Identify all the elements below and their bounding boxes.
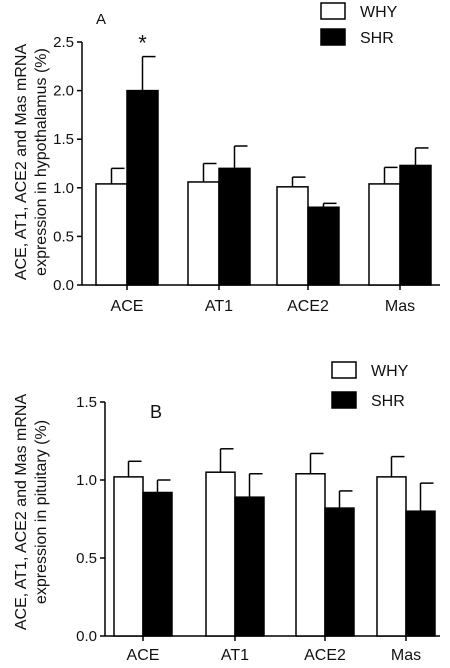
y-tick-label-b-1: 0.5	[76, 550, 97, 567]
legend-label-b-why: WHY	[371, 363, 409, 380]
bar-b-shr-3	[405, 510, 436, 637]
y-axis-label-b-line1: ACE, AT1, ACE2 and Mas mRNA	[13, 394, 30, 631]
bar-b-shr-1	[234, 496, 265, 637]
y-tick-label-a-4: 2.0	[53, 83, 74, 100]
y-tick-label-a-3: 1.5	[53, 131, 74, 148]
bar-b-why-1	[205, 471, 236, 637]
legend-swatch-b-why	[331, 361, 357, 379]
panel-label-a: A	[96, 11, 106, 28]
y-axis-label-a-line1: ACE, AT1, ACE2 and Mas mRNA	[13, 44, 30, 281]
bar-b-why-3	[376, 476, 407, 637]
y-tick-label-a-2: 1.0	[53, 180, 74, 197]
bar-a-shr-0	[126, 89, 159, 286]
legend-swatch-b-shr	[331, 391, 357, 409]
legend-label-a-why: WHY	[360, 4, 398, 21]
bar-a-why-3	[368, 183, 401, 286]
y-tick-label-b-0: 0.0	[76, 628, 97, 645]
x-tick-label-a-2: ACE2	[287, 298, 329, 315]
y-axis-label-a-line2: expression in hypothalamus (%)	[33, 48, 50, 276]
bar-b-why-2	[295, 473, 326, 637]
bar-a-shr-3	[399, 164, 432, 286]
legend-swatch-a-shr	[320, 28, 346, 46]
legend-swatch-a-why	[320, 2, 346, 20]
bar-a-why-1	[187, 181, 220, 286]
legend-label-b-shr: SHR	[371, 393, 405, 410]
y-tick-label-a-5: 2.5	[53, 34, 74, 51]
x-tick-label-b-2: ACE2	[304, 647, 346, 664]
x-tick-label-a-0: ACE	[111, 298, 144, 315]
y-axis-label-b-line2: expression in pituitary (%)	[33, 420, 50, 604]
bar-a-shr-1	[218, 167, 251, 286]
legend-label-a-shr: SHR	[360, 30, 394, 47]
x-tick-label-b-0: ACE	[127, 647, 160, 664]
bar-b-shr-0	[142, 491, 173, 637]
bar-b-why-0	[113, 476, 144, 637]
significance-mark-a-0: *	[138, 31, 147, 56]
x-tick-label-b-1: AT1	[221, 647, 249, 664]
bar-a-shr-2	[307, 206, 340, 286]
x-tick-label-a-1: AT1	[205, 298, 233, 315]
panel-label-b: B	[150, 402, 162, 422]
bar-b-shr-2	[324, 507, 355, 637]
x-tick-label-a-3: Mas	[385, 298, 415, 315]
y-tick-label-a-1: 0.5	[53, 228, 74, 245]
y-tick-label-b-2: 1.0	[76, 472, 97, 489]
y-tick-label-b-3: 1.5	[76, 394, 97, 411]
chart-panel-a: ACE, AT1, ACE2 and Mas mRNA expression i…	[13, 2, 440, 315]
bar-a-why-0	[95, 183, 128, 286]
bar-a-why-2	[276, 186, 309, 286]
chart-panel-b: ACE, AT1, ACE2 and Mas mRNA expression i…	[13, 361, 440, 664]
y-tick-label-a-0: 0.0	[53, 277, 74, 294]
x-tick-label-b-3: Mas	[391, 647, 421, 664]
